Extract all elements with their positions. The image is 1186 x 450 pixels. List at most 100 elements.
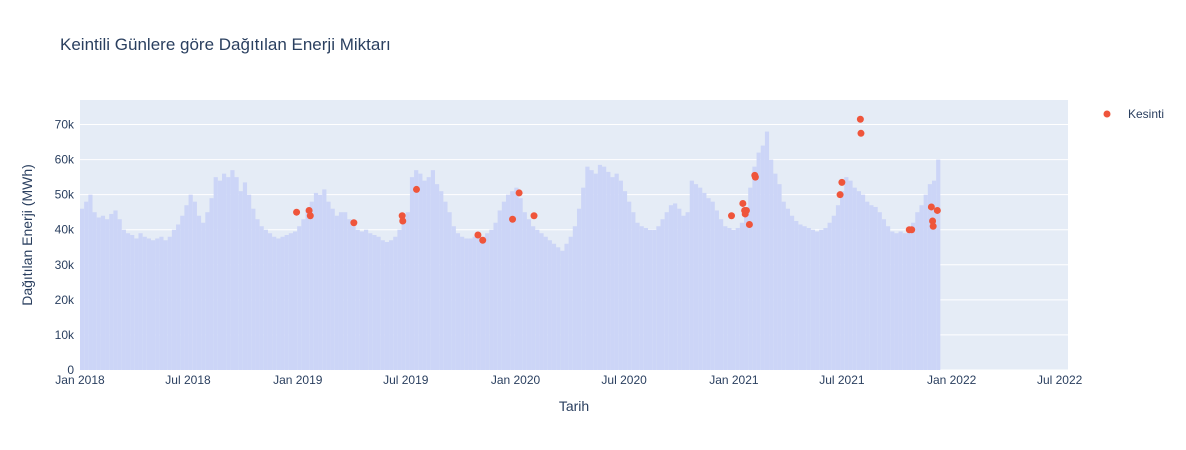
energy-bar	[527, 219, 531, 370]
energy-bar	[748, 188, 752, 370]
outage-point[interactable]	[474, 232, 481, 239]
energy-bar	[456, 233, 460, 370]
outage-point[interactable]	[293, 209, 300, 216]
outage-point[interactable]	[531, 212, 538, 219]
energy-bar	[736, 228, 740, 370]
energy-bar	[652, 230, 656, 370]
outage-point[interactable]	[739, 200, 746, 207]
y-tick-label: 60k	[55, 153, 75, 167]
outage-point[interactable]	[479, 237, 486, 244]
energy-bar	[698, 188, 702, 370]
energy-bar	[143, 237, 147, 370]
energy-bar	[168, 237, 172, 370]
energy-bar	[343, 212, 347, 370]
energy-bar	[815, 231, 819, 370]
energy-bar	[548, 240, 552, 370]
x-axis-title: Tarih	[559, 398, 589, 414]
energy-bar	[882, 219, 886, 370]
x-tick-label: Jan 2021	[709, 373, 759, 387]
outage-point[interactable]	[399, 217, 406, 224]
energy-bar	[101, 216, 105, 370]
outage-point[interactable]	[746, 221, 753, 228]
energy-bar	[364, 230, 368, 370]
outage-point[interactable]	[838, 179, 845, 186]
energy-bar	[172, 230, 176, 370]
energy-bar	[347, 219, 351, 370]
x-tick-label: Jul 2019	[383, 373, 429, 387]
outage-point[interactable]	[857, 116, 864, 123]
y-tick-label: 10k	[55, 328, 75, 342]
energy-bar	[602, 167, 606, 370]
energy-bar	[623, 191, 627, 370]
energy-bar	[351, 226, 355, 370]
energy-bar	[109, 214, 113, 370]
energy-bar	[97, 217, 101, 370]
energy-bar	[410, 177, 414, 370]
energy-bar	[418, 174, 422, 370]
outage-point[interactable]	[413, 186, 420, 193]
energy-bar	[811, 230, 815, 370]
y-axis-title: Dağıtılan Enerji (MWh)	[19, 164, 35, 306]
outage-point[interactable]	[728, 212, 735, 219]
energy-bar	[861, 195, 865, 370]
energy-bar	[727, 228, 731, 370]
energy-bar	[631, 212, 635, 370]
energy-bar	[878, 212, 882, 370]
outage-point[interactable]	[908, 226, 915, 233]
outage-point[interactable]	[930, 223, 937, 230]
x-axis-ticks: Jan 2018 Jul 2018 Jan 2019 Jul 2019 Jan 2020…	[55, 373, 1082, 387]
energy-bar	[610, 177, 614, 370]
y-tick-label: 30k	[55, 258, 75, 272]
outage-point[interactable]	[509, 216, 516, 223]
energy-bar	[899, 231, 903, 370]
outage-point[interactable]	[928, 203, 935, 210]
energy-bar	[431, 170, 435, 370]
energy-bar	[260, 226, 264, 370]
energy-bar	[848, 181, 852, 370]
energy-bar	[531, 226, 535, 370]
energy-bar	[222, 174, 226, 370]
outage-point[interactable]	[837, 191, 844, 198]
energy-bar	[251, 209, 255, 370]
energy-bar	[151, 240, 155, 370]
energy-bar	[473, 237, 477, 370]
energy-bar	[715, 210, 719, 370]
energy-bar	[448, 212, 452, 370]
energy-bar	[519, 198, 523, 370]
energy-bar	[498, 210, 502, 370]
energy-bar	[214, 177, 218, 370]
energy-bar	[577, 209, 581, 370]
energy-bar	[406, 212, 410, 370]
energy-bar	[681, 216, 685, 370]
outage-point[interactable]	[350, 219, 357, 226]
energy-bar	[569, 237, 573, 370]
energy-bar	[377, 237, 381, 370]
energy-bar	[452, 226, 456, 370]
energy-bar	[794, 221, 798, 370]
energy-bar	[276, 239, 280, 370]
energy-bar	[113, 210, 117, 370]
legend[interactable]: Kesinti	[1104, 107, 1165, 121]
energy-bar	[790, 216, 794, 370]
outage-point[interactable]	[752, 174, 759, 181]
energy-bar	[615, 174, 619, 370]
energy-bar	[243, 182, 247, 370]
outage-point[interactable]	[743, 207, 750, 214]
energy-bar	[368, 233, 372, 370]
energy-bar	[564, 244, 568, 370]
outage-point[interactable]	[934, 207, 941, 214]
outage-point[interactable]	[307, 212, 314, 219]
energy-bar	[502, 202, 506, 370]
energy-bar	[627, 202, 631, 370]
energy-bar	[669, 205, 673, 370]
outage-point[interactable]	[516, 189, 523, 196]
energy-bar	[460, 237, 464, 370]
energy-bar	[293, 231, 297, 370]
x-tick-label: Jan 2019	[273, 373, 323, 387]
outage-point[interactable]	[857, 130, 864, 137]
energy-bar	[840, 191, 844, 370]
energy-bar	[130, 235, 134, 370]
x-tick-label: Jul 2021	[819, 373, 865, 387]
energy-bar	[539, 233, 543, 370]
energy-bar	[272, 237, 276, 370]
